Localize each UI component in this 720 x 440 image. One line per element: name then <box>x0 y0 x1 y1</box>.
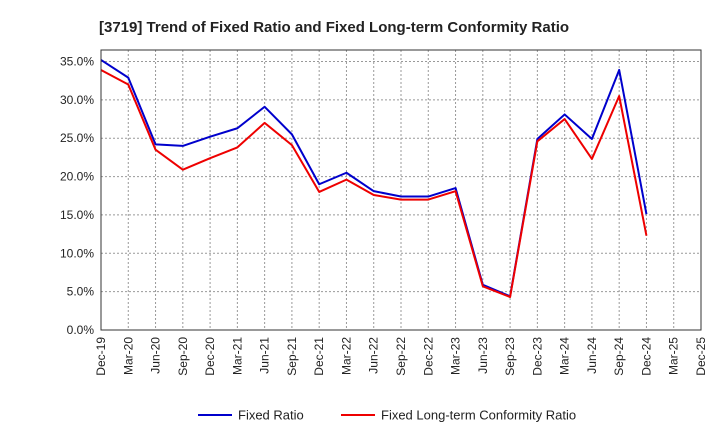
series-line-fixed-ratio <box>100 59 648 298</box>
x-tick-label: Jun-23 <box>476 337 490 374</box>
x-tick-label: Dec-19 <box>94 337 108 376</box>
x-tick-label: Dec-23 <box>530 337 544 376</box>
y-tick-label: 10.0% <box>60 246 94 260</box>
y-tick-label: 30.0% <box>60 93 94 107</box>
x-tick-label: Jun-21 <box>258 337 272 374</box>
x-tick-label: Dec-21 <box>312 337 326 376</box>
x-tick-label: Sep-21 <box>285 337 299 376</box>
x-tick-label: Dec-24 <box>639 337 653 376</box>
y-tick-label: 25.0% <box>60 131 94 145</box>
x-tick-label: Jun-24 <box>585 337 599 374</box>
x-tick-label: Dec-20 <box>203 337 217 376</box>
y-tick-label: 35.0% <box>60 55 94 69</box>
chart-title: [3719] Trend of Fixed Ratio and Fixed Lo… <box>99 19 569 36</box>
x-axis-ticks: Dec-19 Mar-20 Jun-20 Sep-20 Dec-20 Mar-21 Jun-… <box>94 337 708 376</box>
legend-label-fixed-ratio: Fixed Ratio <box>238 408 304 423</box>
series-line-fixed-long-term-conformity-ratio <box>100 69 648 299</box>
x-tick-label: Sep-20 <box>176 337 190 376</box>
x-tick-label: Mar-20 <box>121 337 135 375</box>
x-tick-label: Sep-24 <box>612 337 626 376</box>
x-tick-label: Mar-25 <box>667 337 681 375</box>
plot-frame <box>100 49 702 331</box>
y-tick-label: 0.0% <box>67 323 95 337</box>
x-tick-label: Sep-22 <box>394 337 408 376</box>
x-tick-label: Dec-25 <box>694 337 708 376</box>
x-tick-label: Jun-22 <box>367 337 381 374</box>
x-tick-label: Mar-22 <box>339 337 353 375</box>
x-tick-label: Jun-20 <box>149 337 163 374</box>
x-tick-label: Sep-23 <box>503 337 517 376</box>
x-tick-label: Dec-22 <box>421 337 435 376</box>
y-tick-label: 15.0% <box>60 208 94 222</box>
y-axis-ticks: 0.0% 5.0% 10.0% 15.0% 20.0% 25.0% 30.0% 35.0% <box>60 55 94 337</box>
y-tick-label: 20.0% <box>60 170 94 184</box>
x-tick-label: Mar-21 <box>230 337 244 375</box>
legend: Fixed Ratio Fixed Long-term Conformity R… <box>198 408 576 423</box>
y-tick-label: 5.0% <box>67 285 95 299</box>
x-tick-label: Mar-23 <box>449 337 463 375</box>
legend-label-fixed-long-term: Fixed Long-term Conformity Ratio <box>381 408 576 423</box>
series-lines <box>100 59 648 299</box>
x-tick-label: Mar-24 <box>558 337 572 375</box>
